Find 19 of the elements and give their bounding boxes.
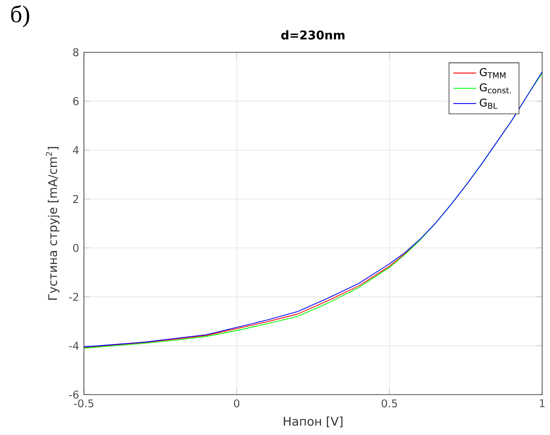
y-tick-label: -2: [69, 293, 78, 301]
y-tick-label: -6: [69, 390, 79, 399]
x-axis-title: Напон [V]: [284, 416, 342, 428]
x-tick-label: 1: [540, 400, 545, 408]
y-tick-label: -4: [69, 342, 79, 350]
x-tick-label: 0.5: [382, 400, 397, 408]
text: б): [11, 5, 30, 28]
y-tick-label: 6: [73, 97, 79, 106]
x-tick-label: -0.5: [74, 400, 94, 408]
x-tick-label: 0: [234, 400, 240, 408]
legend-label: G$_{BL}$: [480, 98, 498, 109]
y-tick-label: 0: [73, 244, 79, 252]
y-tick-label: 2: [73, 195, 78, 204]
y-axis-title: Густина струје [mA/cm$^{2}$]: [46, 147, 60, 300]
legend-label: G$_{TMM}$: [480, 68, 506, 78]
y-tick-label: 8: [73, 48, 78, 56]
legend-label: G$_{const.}$: [480, 84, 511, 94]
chart-title: d=230nm: [281, 30, 344, 40]
y-tick-label: 4: [72, 146, 79, 154]
